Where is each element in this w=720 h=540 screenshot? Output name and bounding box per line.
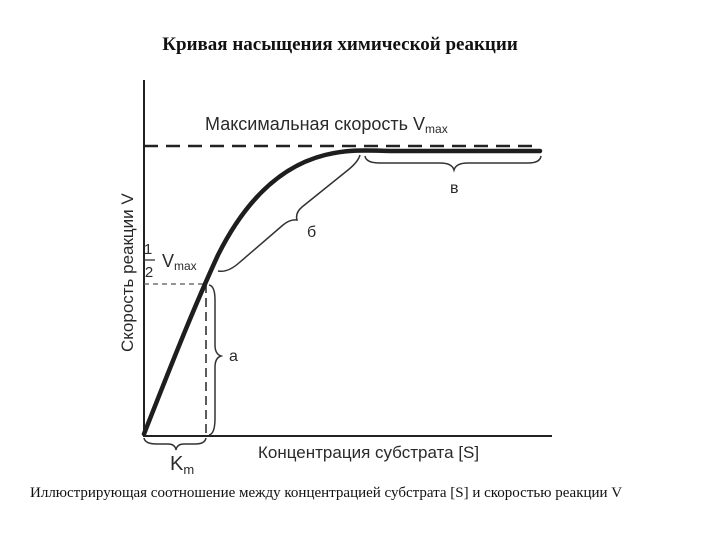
vmax-label: Максимальная скорость Vmax <box>205 114 448 136</box>
km-label: Km <box>170 453 194 477</box>
page-title: Кривая насыщения химической реакции <box>162 34 518 55</box>
km-bracket <box>143 437 207 451</box>
y-axis-label: Скорость реакции V <box>118 193 137 352</box>
half-numerator: 1 <box>144 241 152 258</box>
region-a-label: а <box>229 348 238 365</box>
region-b-label: б <box>307 224 316 241</box>
figure-caption: Иллюстрирующая соотношение между концент… <box>30 485 623 501</box>
saturation-curve <box>141 148 543 437</box>
x-axis-label: Концентрация субстрата [S] <box>258 443 479 462</box>
bracket-b <box>217 154 361 273</box>
region-c-label: в <box>450 180 459 197</box>
vmax-subscript: max <box>425 122 448 136</box>
half-vmax-label: Vmax <box>162 251 197 273</box>
bracket-c <box>364 155 542 173</box>
half-denominator: 2 <box>145 264 153 281</box>
km-subscript: m <box>183 462 194 477</box>
half-vmax-subscript: max <box>174 259 197 273</box>
bracket-a <box>208 284 224 436</box>
